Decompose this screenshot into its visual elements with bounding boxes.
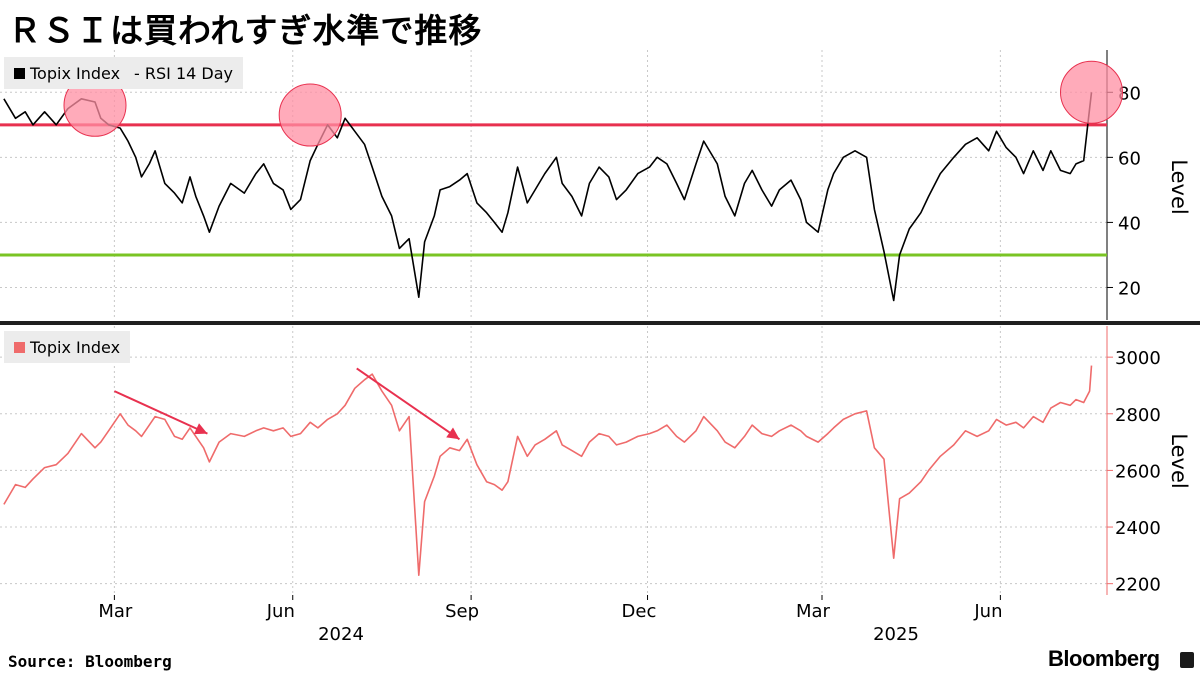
bloomberg-icon bbox=[1180, 652, 1194, 668]
source-note: Source: Bloomberg bbox=[8, 652, 172, 671]
year-label: 2024 bbox=[318, 624, 364, 645]
x-tick-label: Mar bbox=[796, 601, 831, 622]
index-y-tick-label: 3000 bbox=[1115, 348, 1161, 369]
annotation-arrow bbox=[356, 367, 461, 441]
index-y-tick-label: 2600 bbox=[1115, 461, 1161, 482]
rsi-y-tick-label: 60 bbox=[1118, 148, 1141, 169]
x-tick-label: Dec bbox=[622, 601, 657, 622]
chart-title: ＲＳＩは買われすぎ水準で推移 bbox=[8, 11, 483, 50]
topix-legend-label: Topix Index bbox=[30, 337, 121, 357]
x-tick-label: Jun bbox=[266, 601, 295, 622]
topix-legend-swatch bbox=[14, 341, 25, 353]
rsi-series-line bbox=[3, 92, 1093, 302]
index-y-tick-label: 2200 bbox=[1115, 575, 1161, 596]
topix-series-line bbox=[3, 365, 1093, 577]
annotation-arrow-head bbox=[446, 427, 460, 440]
index-y-tick-label: 2800 bbox=[1115, 405, 1161, 426]
annotation-arrow-head bbox=[194, 423, 208, 435]
x-tick-label: Mar bbox=[98, 601, 133, 622]
annotation-arrow bbox=[113, 390, 208, 435]
index-y-tick-label: 2400 bbox=[1115, 518, 1161, 539]
rsi-legend: Topix Index - RSI 14 Day bbox=[4, 57, 244, 89]
x-tick-label: Sep bbox=[445, 601, 479, 622]
overbought-highlight-circle bbox=[278, 83, 342, 147]
rsi-y-tick-label: 20 bbox=[1118, 278, 1141, 299]
panel-separator bbox=[0, 321, 1200, 325]
rsi-y-axis-title: Level bbox=[1167, 159, 1191, 214]
rsi-legend-swatch bbox=[14, 67, 25, 79]
rsi-y-tick-label: 80 bbox=[1118, 83, 1141, 104]
year-label: 2025 bbox=[873, 624, 919, 645]
overbought-highlight-circle bbox=[1059, 60, 1123, 124]
brand-logo: Bloomberg bbox=[1048, 646, 1160, 671]
x-tick-label: Jun bbox=[973, 601, 1002, 622]
rsi-y-tick-label: 40 bbox=[1118, 213, 1141, 234]
topix-legend: Topix Index bbox=[4, 331, 131, 363]
rsi-legend-sublabel: - RSI 14 Day bbox=[134, 63, 234, 83]
index-y-axis-title: Level bbox=[1167, 433, 1191, 488]
rsi-legend-label: Topix Index bbox=[30, 63, 121, 83]
